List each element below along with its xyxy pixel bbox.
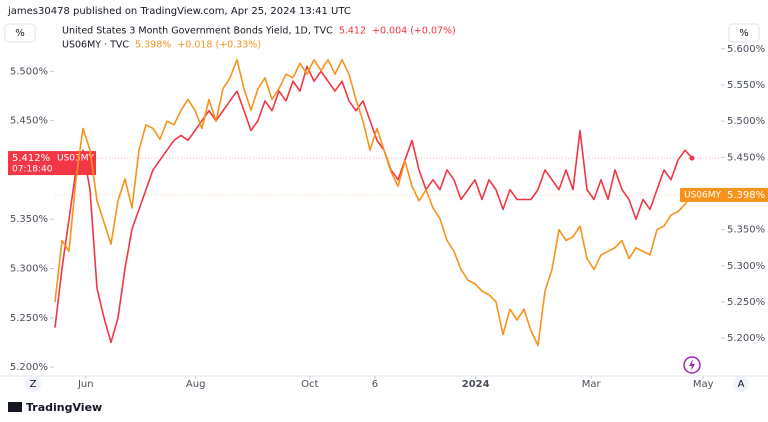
x-tick-label: Oct [301, 379, 318, 390]
series-name-label: US06MY [684, 190, 722, 200]
series-line [54, 65, 693, 344]
y-tick-label: 5.450% [10, 116, 48, 127]
zoom-button[interactable] [25, 376, 41, 392]
legend-change: +0.004 (+0.07%) [372, 26, 456, 37]
y-tick-label: 5.250% [10, 313, 48, 324]
price-label-box [8, 151, 96, 176]
last-point [689, 155, 695, 161]
legend-last: 5.398% [135, 40, 171, 51]
publisher: james30478 published on TradingView.com,… [7, 6, 351, 17]
y2-tick-label: 5.200% [727, 333, 765, 344]
y2-tick-label: 5.500% [727, 116, 765, 127]
legend-title: United States 3 Month Government Bonds Y… [62, 26, 333, 37]
legend-change: +0.018 (+0.33%) [177, 40, 261, 51]
y2-tick-label: 5.600% [727, 44, 765, 55]
legend-title: US06MY · TVC [62, 40, 129, 51]
y-tick-label: 5.300% [10, 264, 48, 275]
legend-last: 5.412 [339, 26, 366, 37]
price-label: 5.398% [727, 190, 765, 201]
axes: 5.200% 5.250% 5.300% 5.350% 5.450% 5.500% 5.20… [10, 44, 765, 390]
y-tick-label: 5.500% [10, 66, 48, 77]
x-tick-label: Mar [582, 379, 602, 390]
y2-tick-label: 5.450% [727, 152, 765, 163]
footer: TradingView [26, 401, 102, 414]
y2-tick-label: 5.300% [727, 261, 765, 272]
unit-button[interactable] [4, 23, 36, 43]
price-label: 5.412% [12, 153, 50, 164]
price-label-box [680, 187, 768, 202]
y2-tick-label: 5.550% [727, 80, 765, 91]
x-tick-label: May [693, 379, 714, 390]
logo [8, 402, 22, 412]
countdown: 07:18:40 [12, 165, 53, 175]
button-left[interactable]: Z [30, 379, 37, 390]
unit-right[interactable]: % [739, 28, 749, 39]
button-right[interactable]: A [738, 379, 745, 390]
y-tick-label: 5.200% [10, 362, 48, 373]
y2-tick-label: 5.350% [727, 225, 765, 236]
x-tick-label: 2024 [462, 379, 490, 390]
series-name-label: US03MY [57, 154, 95, 164]
lightning-icon[interactable] [683, 356, 701, 374]
unit-left[interactable]: % [15, 28, 25, 39]
unit-button[interactable] [728, 23, 760, 43]
y2-tick-label: 5.250% [727, 297, 765, 308]
x-tick-label: Jun [77, 379, 94, 390]
y-tick-label: 5.350% [10, 214, 48, 225]
x-tick-label: 6 [372, 379, 378, 390]
auto-button[interactable] [733, 376, 749, 392]
x-tick-label: Aug [186, 379, 206, 390]
series-line [54, 58, 693, 347]
lightning-glyph [689, 359, 695, 371]
